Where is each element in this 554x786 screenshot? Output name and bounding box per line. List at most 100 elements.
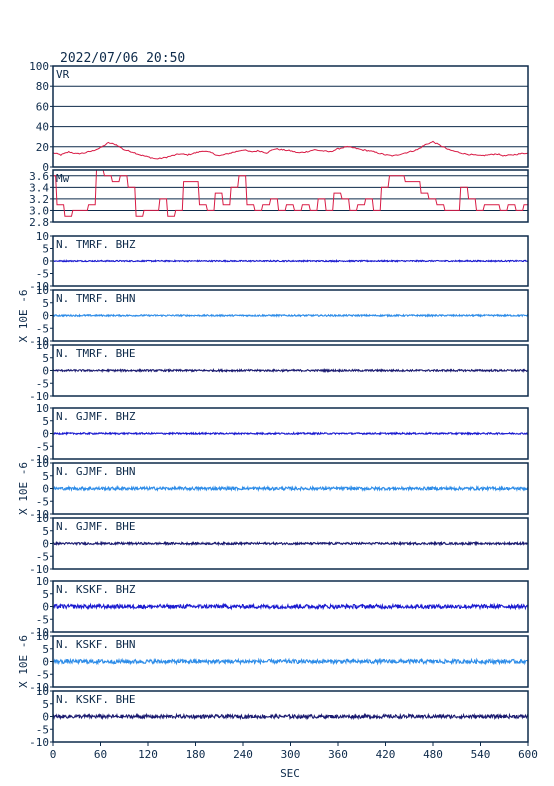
panel-frame xyxy=(52,580,529,633)
y-tick-label: -10 xyxy=(29,335,49,348)
x-tick-label: 240 xyxy=(233,748,253,761)
y-tick-label: 10 xyxy=(36,685,49,698)
y-tick-label: 20 xyxy=(36,141,49,154)
series-trace xyxy=(52,540,529,547)
panel-frame xyxy=(52,344,529,397)
panel-label: N. KSKF. BHN xyxy=(56,638,135,651)
x-tick-label: 360 xyxy=(328,748,348,761)
y-tick-label: 0 xyxy=(42,428,49,441)
panel-frame xyxy=(52,635,529,688)
y-tick-label: 3.4 xyxy=(29,181,49,194)
y-tick-label: -5 xyxy=(36,668,49,681)
y-tick-label: 0 xyxy=(42,161,49,174)
series-trace xyxy=(52,657,529,666)
y-tick-label: 10 xyxy=(36,284,49,297)
y-tick-label: -10 xyxy=(29,453,49,466)
y-tick-label: 0 xyxy=(42,601,49,614)
panel-frame xyxy=(52,65,529,168)
series-trace xyxy=(52,712,529,721)
y-axis-label: X 10E -6 xyxy=(17,635,30,688)
panel-frame xyxy=(52,407,529,460)
series-trace xyxy=(52,602,529,611)
y-tick-label: 0 xyxy=(42,483,49,496)
panel-label: VR xyxy=(56,68,70,81)
y-tick-label: 0 xyxy=(42,538,49,551)
x-axis-label: SEC xyxy=(280,767,300,780)
x-tick-label: 420 xyxy=(376,748,396,761)
series-trace xyxy=(52,313,529,318)
series-trace xyxy=(52,140,529,160)
panel-frame xyxy=(52,289,529,342)
y-tick-label: -10 xyxy=(29,508,49,521)
panel-label: N. TMRF. BHZ xyxy=(56,238,136,251)
panel-label: N. KSKF. BHE xyxy=(56,693,135,706)
y-tick-label: 5 xyxy=(42,643,49,656)
y-tick-label: -5 xyxy=(36,377,49,390)
y-tick-label: -5 xyxy=(36,723,49,736)
y-tick-label: 60 xyxy=(36,100,49,113)
y-tick-label: 10 xyxy=(36,230,49,243)
y-tick-label: 5 xyxy=(42,415,49,428)
y-tick-label: -5 xyxy=(36,613,49,626)
y-tick-label: 3.6 xyxy=(29,170,49,183)
y-tick-label: -10 xyxy=(29,280,49,293)
y-tick-label: 10 xyxy=(36,512,49,525)
y-tick-label: 0 xyxy=(42,711,49,724)
y-tick-label: 10 xyxy=(36,457,49,470)
x-tick-label: 600 xyxy=(518,748,538,761)
y-axis-label: X 10E -6 xyxy=(17,290,30,343)
y-tick-label: -5 xyxy=(36,495,49,508)
y-tick-label: -10 xyxy=(29,390,49,403)
y-tick-label: 2.8 xyxy=(29,216,49,229)
panel-0: 0 20 40 60 80 100 VR xyxy=(29,60,529,174)
series-trace xyxy=(52,431,529,436)
y-tick-label: 0 xyxy=(42,365,49,378)
panel-label: Mw xyxy=(56,172,70,185)
y-tick-label: 5 xyxy=(42,352,49,365)
y-tick-label: 5 xyxy=(42,525,49,538)
panel-frame xyxy=(52,235,529,287)
panel-label: N. TMRF. BHE xyxy=(56,347,135,360)
y-tick-label: 0 xyxy=(42,310,49,323)
panel-frame xyxy=(52,462,529,515)
panel-1: 2.83.03.23.43.6 Mw xyxy=(29,169,529,229)
x-axis: 0 60 120 180 240 300 360 420 480 540 600 xyxy=(50,742,538,761)
x-tick-label: 540 xyxy=(471,748,491,761)
series-trace xyxy=(52,484,529,492)
y-tick-label: -10 xyxy=(29,736,49,749)
series-trace xyxy=(53,169,528,217)
panel-frame xyxy=(52,169,529,223)
x-tick-label: 480 xyxy=(423,748,443,761)
y-tick-label: 5 xyxy=(42,470,49,483)
panel-label: N. TMRF. BHN xyxy=(56,292,135,305)
y-tick-label: -5 xyxy=(36,322,49,335)
y-tick-label: 0 xyxy=(42,255,49,268)
y-tick-label: -10 xyxy=(29,563,49,576)
y-tick-label: -5 xyxy=(36,440,49,453)
panel-label: N. KSKF. BHZ xyxy=(56,583,136,596)
x-tick-label: 120 xyxy=(138,748,158,761)
y-tick-label: -5 xyxy=(36,550,49,563)
y-tick-label: 40 xyxy=(36,121,49,134)
y-axis-label: X 10E -6 xyxy=(17,462,30,515)
y-tick-label: -5 xyxy=(36,268,49,281)
panel-frame xyxy=(52,517,529,570)
series-trace xyxy=(52,367,529,373)
y-tick-label: 3.2 xyxy=(29,193,49,206)
panel-label: N. GJMF. BHE xyxy=(56,520,135,533)
y-tick-label: 0 xyxy=(42,656,49,669)
x-tick-label: 300 xyxy=(281,748,301,761)
y-tick-label: 100 xyxy=(29,60,49,73)
panel-label: N. GJMF. BHN xyxy=(56,465,135,478)
x-tick-label: 0 xyxy=(50,748,57,761)
